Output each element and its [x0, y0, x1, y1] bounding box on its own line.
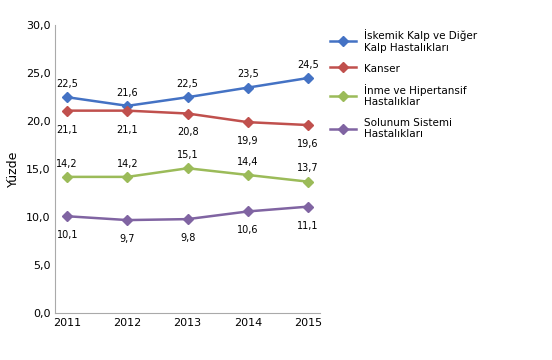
Text: 22,5: 22,5 — [177, 79, 199, 89]
Solunum Sistemi
Hastalıkları — [184, 217, 191, 221]
Solunum Sistemi
Hastalıkları — [64, 214, 71, 219]
Line: Solunum Sistemi
Hastalıkları: Solunum Sistemi Hastalıkları — [64, 203, 311, 224]
Text: 14,2: 14,2 — [56, 158, 78, 168]
İskemik Kalp ve Diğer
Kalp Hastalıkları — [184, 95, 191, 99]
Text: 21,6: 21,6 — [116, 87, 138, 98]
Kanser — [64, 108, 71, 113]
Text: 22,5: 22,5 — [56, 79, 78, 89]
Solunum Sistemi
Hastalıkları — [245, 209, 251, 213]
Line: İnme ve Hipertansif
Hastalıklar: İnme ve Hipertansif Hastalıklar — [64, 165, 311, 185]
İskemik Kalp ve Diğer
Kalp Hastalıkları — [64, 95, 71, 99]
Y-axis label: Yüzde: Yüzde — [7, 151, 20, 188]
Text: 23,5: 23,5 — [237, 69, 259, 79]
Text: 14,4: 14,4 — [237, 157, 259, 167]
Kanser — [184, 111, 191, 116]
İskemik Kalp ve Diğer
Kalp Hastalıkları — [245, 85, 251, 90]
Text: 10,1: 10,1 — [56, 230, 78, 240]
Legend: İskemik Kalp ve Diğer
Kalp Hastalıkları, Kanser, İnme ve Hipertansif
Hastalıklar: İskemik Kalp ve Diğer Kalp Hastalıkları,… — [326, 25, 481, 144]
Text: 9,8: 9,8 — [180, 233, 195, 243]
İskemik Kalp ve Diğer
Kalp Hastalıkları — [124, 104, 131, 108]
Text: 13,7: 13,7 — [298, 163, 319, 174]
Text: 21,1: 21,1 — [56, 125, 78, 135]
İnme ve Hipertansif
Hastalıklar — [184, 166, 191, 170]
Text: 15,1: 15,1 — [177, 150, 199, 160]
Kanser — [305, 123, 311, 127]
İnme ve Hipertansif
Hastalıklar — [64, 175, 71, 179]
Line: Kanser: Kanser — [64, 107, 311, 129]
Text: 21,1: 21,1 — [116, 125, 138, 135]
İnme ve Hipertansif
Hastalıklar — [305, 180, 311, 184]
Solunum Sistemi
Hastalıkları — [305, 204, 311, 209]
Text: 24,5: 24,5 — [297, 60, 319, 70]
İnme ve Hipertansif
Hastalıklar — [245, 173, 251, 177]
Text: 10,6: 10,6 — [237, 225, 259, 235]
İnme ve Hipertansif
Hastalıklar — [124, 175, 131, 179]
Kanser — [124, 108, 131, 113]
Text: 20,8: 20,8 — [177, 127, 199, 138]
Line: İskemik Kalp ve Diğer
Kalp Hastalıkları: İskemik Kalp ve Diğer Kalp Hastalıkları — [64, 75, 311, 109]
Text: 19,9: 19,9 — [237, 136, 259, 146]
Text: 14,2: 14,2 — [116, 158, 138, 168]
Kanser — [245, 120, 251, 124]
Text: 19,6: 19,6 — [298, 139, 319, 149]
Solunum Sistemi
Hastalıkları — [124, 218, 131, 222]
Text: 11,1: 11,1 — [298, 221, 319, 230]
Text: 9,7: 9,7 — [120, 234, 135, 244]
İskemik Kalp ve Diğer
Kalp Hastalıkları — [305, 76, 311, 80]
